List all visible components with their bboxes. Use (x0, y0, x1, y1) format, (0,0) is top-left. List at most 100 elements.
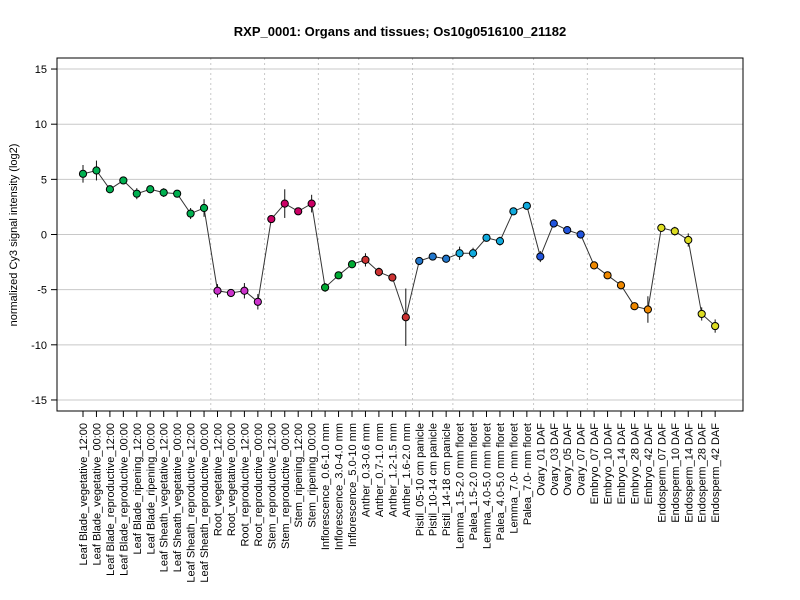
data-point (374, 267, 383, 277)
x-tick-label: Inflorescence_5.0-10 mm (347, 423, 359, 547)
y-tick-label: 5 (41, 174, 47, 186)
data-point (549, 219, 558, 228)
x-tick-label: Lemma_7.0- mm floret (508, 423, 520, 534)
data-point (159, 188, 168, 197)
x-tick-label: Lemma_4.0-5.0 mm floret (482, 423, 494, 549)
y-tick-label: 0 (41, 230, 47, 242)
data-point (603, 271, 612, 280)
x-tick-label: Endosperm_07 DAF (656, 423, 668, 523)
x-tick-label: Palea_1.5-2.0 mm floret (468, 423, 480, 540)
data-point (590, 261, 599, 270)
data-point (267, 214, 276, 224)
x-tick-label: Anther_1.2-1.5 mm (387, 423, 399, 517)
data-point (280, 199, 289, 208)
x-tick-label: Endosperm_14 DAF (683, 423, 695, 523)
x-tick-label: Endosperm_10 DAF (670, 423, 682, 523)
data-point (105, 185, 115, 194)
data-point (78, 169, 88, 178)
data-point (240, 286, 249, 295)
data-point (442, 254, 451, 263)
x-tick-label: Pistil_05-10 cm panicle (414, 423, 426, 536)
x-tick-label: Ovary_05 DAF (562, 423, 574, 496)
x-tick-label: Leaf Blade_vegetative_00:00 (91, 423, 103, 566)
data-point (213, 286, 222, 295)
data-point (146, 185, 155, 194)
x-tick-label: Root_vegetative_00:00 (226, 423, 238, 536)
data-point (482, 233, 491, 242)
x-tick-label: Lemma_1.5-2.0 mm floret (455, 423, 467, 549)
data-point (657, 223, 666, 232)
x-tick-label: Embryo_07 DAF (589, 423, 601, 505)
x-tick-label: Anther_0.3-0.6 mm (360, 423, 372, 517)
data-point (415, 256, 424, 266)
data-series (78, 160, 720, 346)
x-tick-label: Root_vegetative_12:00 (213, 423, 225, 536)
data-point (697, 309, 706, 319)
x-tick-label: Embryo_28 DAF (629, 423, 641, 505)
data-point (684, 235, 693, 245)
data-point (401, 313, 410, 322)
data-point (132, 189, 141, 198)
x-tick-label: Endosperm_28 DAF (697, 423, 709, 523)
x-tick-label: Embryo_10 DAF (603, 423, 615, 505)
x-tick-label: Stem_ripening_12:00 (293, 423, 305, 528)
data-point (119, 176, 128, 185)
data-point (536, 252, 545, 261)
x-tick-label: Root_reproductive_12:00 (239, 423, 251, 547)
y-tick-label: 15 (35, 64, 47, 76)
data-point (576, 230, 585, 239)
x-tick-label: Pistil_14-18 cm panicle (441, 423, 453, 536)
x-tick-label: Endosperm_42 DAF (710, 423, 722, 523)
x-tick-label: Stem_ripening_00:00 (307, 423, 319, 528)
x-tick-label: Leaf Sheath_reproductive_00:00 (199, 423, 211, 583)
data-point (643, 305, 653, 314)
data-point (509, 207, 518, 216)
y-tick-label: -10 (31, 340, 47, 352)
x-tick-label: Leaf Blade_ripening_00:00 (145, 423, 157, 555)
data-point (321, 283, 330, 292)
data-point (388, 273, 397, 282)
x-tick-label: Leaf Blade_vegetative_12:00 (78, 423, 90, 566)
x-tick-label: Inflorescence_0.6-1.0 mm (320, 423, 332, 550)
x-tick-label: Leaf Blade_reproductive_00:00 (118, 423, 130, 576)
x-tick-label: Leaf Blade_reproductive_12:00 (105, 423, 117, 576)
data-point (253, 297, 262, 306)
data-point (199, 203, 209, 213)
data-point (522, 201, 531, 210)
x-tick-label: Ovary_07 DAF (576, 423, 588, 496)
data-point (428, 252, 437, 261)
data-point (294, 207, 303, 216)
data-point (186, 209, 195, 218)
x-tick-label: Leaf Sheath_vegetative_00:00 (172, 423, 184, 572)
x-tick-label: Anther_1.6-2.0 mm (401, 423, 413, 517)
data-point (226, 288, 236, 298)
data-point (92, 166, 101, 175)
x-tick-label: Leaf Sheath_vegetative_12:00 (159, 423, 171, 572)
x-tick-label: Stem_reproductive_00:00 (280, 423, 292, 549)
x-tick-label: Embryo_14 DAF (616, 423, 628, 505)
data-point (361, 255, 370, 264)
x-tick-label: Palea_7.0- mm floret (522, 423, 534, 525)
data-point (307, 199, 316, 208)
y-tick-label: -5 (37, 285, 47, 297)
x-tick-label: Inflorescence_3.0-4.0 mm (334, 423, 346, 550)
x-tick-label: Leaf Sheath_reproductive_12:00 (186, 423, 198, 583)
x-tick-label: Stem_reproductive_12:00 (266, 423, 278, 549)
data-point (670, 227, 679, 236)
data-point (630, 302, 639, 311)
data-point (455, 249, 464, 258)
data-point (334, 271, 343, 280)
x-tick-label: Anther_0.7-1.0 mm (374, 423, 386, 517)
grid (57, 58, 743, 411)
x-tick-label: Embryo_42 DAF (643, 423, 655, 505)
data-point (616, 281, 626, 290)
data-point (173, 189, 182, 198)
data-point (347, 260, 357, 269)
y-axis-label: normalized Cy3 signal intensity (log2) (8, 144, 20, 327)
data-point (495, 237, 505, 246)
data-point (468, 249, 478, 258)
y-tick-label: 10 (35, 119, 47, 131)
x-tick-label: Ovary_03 DAF (549, 423, 561, 496)
x-tick-label: Ovary_01 DAF (535, 423, 547, 496)
